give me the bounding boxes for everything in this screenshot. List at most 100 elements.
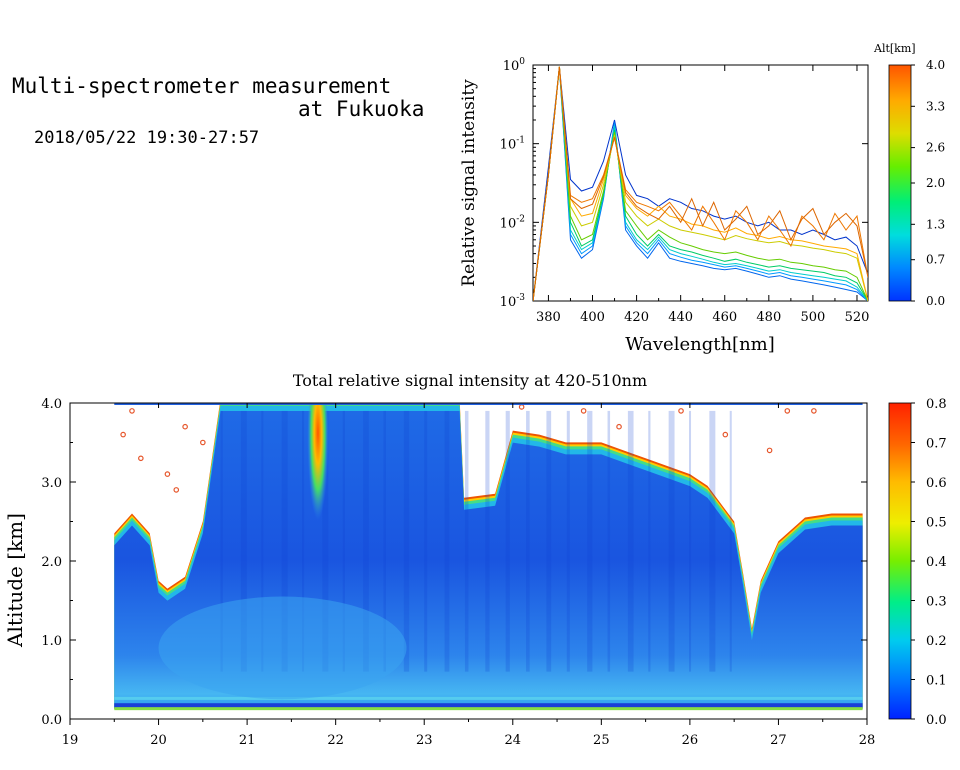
- heatmap-streak: [607, 410, 611, 672]
- heatmap-streak: [281, 410, 288, 672]
- spectrum-ytick-label: 10-3: [500, 293, 526, 310]
- heatmap-streak: [444, 410, 450, 672]
- heatmap-streak: [526, 410, 530, 672]
- figure-subtitle: 2018/05/22 19:30-27:57: [34, 128, 260, 148]
- heatmap-colorbar-tick-label: 0.1: [926, 674, 947, 689]
- spectrum-xtick-label: 380: [536, 310, 561, 325]
- spectrum-colorbar-label: Alt[km]: [873, 42, 916, 55]
- heatmap-streak: [709, 410, 716, 672]
- heatmap-streak: [464, 410, 469, 672]
- heatmap-xtick-label: 26: [682, 733, 699, 748]
- surface-band: [114, 696, 863, 700]
- cloud-speckle: [120, 431, 126, 438]
- spectrum-colorbar-tick-label: 3.3: [926, 99, 945, 113]
- spectrum-ylabel: Relative signal intensity: [459, 79, 479, 287]
- cloud-speckle: [678, 408, 684, 414]
- heatmap-colorbar-tick-label: 0.2: [926, 634, 947, 649]
- cloud-speckle: [129, 408, 135, 414]
- heatmap-streak: [342, 410, 345, 672]
- heatmap-streak: [363, 410, 369, 672]
- cloud-speckle: [200, 439, 206, 446]
- cloud-speckle: [616, 423, 622, 430]
- cloud-speckle: [138, 455, 144, 462]
- spectrum-chart: 380 400 420 440 460 480 500 52010-310-210-1100 …: [459, 42, 945, 355]
- top-strip: [114, 403, 863, 405]
- heatmap-streak: [403, 410, 410, 672]
- heatmap-streak: [261, 410, 264, 672]
- heatmap-streak: [485, 410, 490, 672]
- heatmap-streak: [322, 410, 329, 672]
- heatmap-xtick-label: 28: [859, 733, 876, 748]
- heatmap-streak: [505, 410, 510, 672]
- heatmap-colorbar-tick-label: 0.4: [926, 555, 947, 570]
- heatmap-xtick-label: 20: [150, 733, 167, 748]
- cloud-speckle: [580, 408, 587, 414]
- spectrum-ytick-label: 100: [503, 57, 526, 74]
- spectrum-series-line: [533, 66, 868, 301]
- heatmap-xtick-label: 21: [239, 733, 256, 748]
- spectrum-colorbar-tick-label: 0.7: [926, 253, 945, 267]
- heatmap-colorbar-tick-label: 0.7: [926, 437, 947, 452]
- spectrum-xtick-label: 500: [800, 310, 825, 325]
- spectrum-xtick-label: 440: [668, 310, 693, 325]
- spectrum-xtick-label: 480: [756, 310, 781, 325]
- heatmap-streak: [546, 410, 552, 672]
- spectrum-ytick-label: 10-1: [500, 136, 525, 153]
- heatmap-streak: [689, 410, 692, 672]
- cloud-speckle: [173, 487, 180, 493]
- low-level-zone: [158, 596, 407, 700]
- heatmap-xtick-label: 27: [770, 733, 787, 748]
- heatmap-streak: [668, 410, 675, 672]
- heatmap-ytick-label: 1.0: [41, 634, 62, 649]
- heatmap-xtick-label: 22: [327, 733, 344, 748]
- heatmap-colorbar-tick-label: 0.6: [926, 476, 947, 491]
- cloud-speckle: [766, 447, 773, 454]
- spectrum-series-line: [533, 66, 868, 301]
- cloud-speckle: [164, 471, 171, 477]
- heatmap-colorbar-tick-label: 0.8: [926, 397, 947, 412]
- heatmap-colorbar: [888, 402, 912, 720]
- spectrum-series-line: [533, 66, 868, 301]
- spectrum-series-line: [533, 66, 868, 301]
- heatmap-streak: [240, 410, 247, 672]
- surface-band-green: [114, 707, 863, 711]
- heatmap-ytick-label: 4.0: [41, 397, 62, 412]
- heatmap-streak: [627, 410, 634, 672]
- spectrum-xlabel: Wavelength[nm]: [625, 334, 775, 355]
- heatmap-ytick-label: 2.0: [41, 555, 62, 570]
- heatmap-streak: [220, 410, 223, 672]
- heatmap-streak: [648, 410, 651, 672]
- spectrum-colorbar: [888, 64, 912, 302]
- cloud-speckle: [811, 408, 817, 414]
- spectrum-series-line: [533, 66, 868, 301]
- heatmap-streak: [424, 410, 428, 672]
- heatmap-colorbar-tick-label: 0.0: [926, 713, 947, 728]
- spectrum-series-line: [533, 66, 868, 301]
- spectrum-colorbar-tick-label: 4.0: [926, 58, 945, 72]
- spectrum-xtick-label: 420: [624, 310, 649, 325]
- spectrum-series-line: [533, 66, 868, 301]
- hot-spot: [307, 403, 329, 538]
- spectrum-series-line: [533, 66, 868, 301]
- heatmap-colorbar-tick-label: 0.3: [926, 595, 947, 610]
- heatmap-streak: [566, 410, 570, 672]
- heatmap-xtick-label: 23: [416, 733, 433, 748]
- heatmap-title: Total relative signal intensity at 420-5…: [293, 371, 647, 390]
- heatmap-colorbar-tick-label: 0.5: [926, 516, 947, 531]
- spectrum-xtick-label: 400: [580, 310, 605, 325]
- heatmap-streak: [587, 410, 593, 672]
- surface-band-dark: [114, 703, 863, 709]
- heatmap-streak: [302, 410, 305, 672]
- spectrum-xtick-label: 460: [712, 310, 737, 325]
- spectrum-colorbar-tick-label: 1.3: [926, 217, 945, 231]
- heatmap-ytick-label: 3.0: [41, 476, 62, 491]
- heatmap-streak: [729, 410, 732, 672]
- heatmap-ytick-label: 0.0: [41, 713, 62, 728]
- heatmap-xtick-label: 25: [593, 733, 610, 748]
- heatmap-ylabel: Altitude [km]: [3, 513, 27, 648]
- spectrum-colorbar-tick-label: 0.0: [926, 294, 945, 308]
- heatmap-xtick-label: 24: [505, 733, 522, 748]
- spectrum-colorbar-tick-label: 2.0: [926, 176, 945, 190]
- heatmap-streak: [383, 410, 386, 672]
- altitude-time-heatmap: Total relative signal intensity at 420-5…: [3, 371, 947, 748]
